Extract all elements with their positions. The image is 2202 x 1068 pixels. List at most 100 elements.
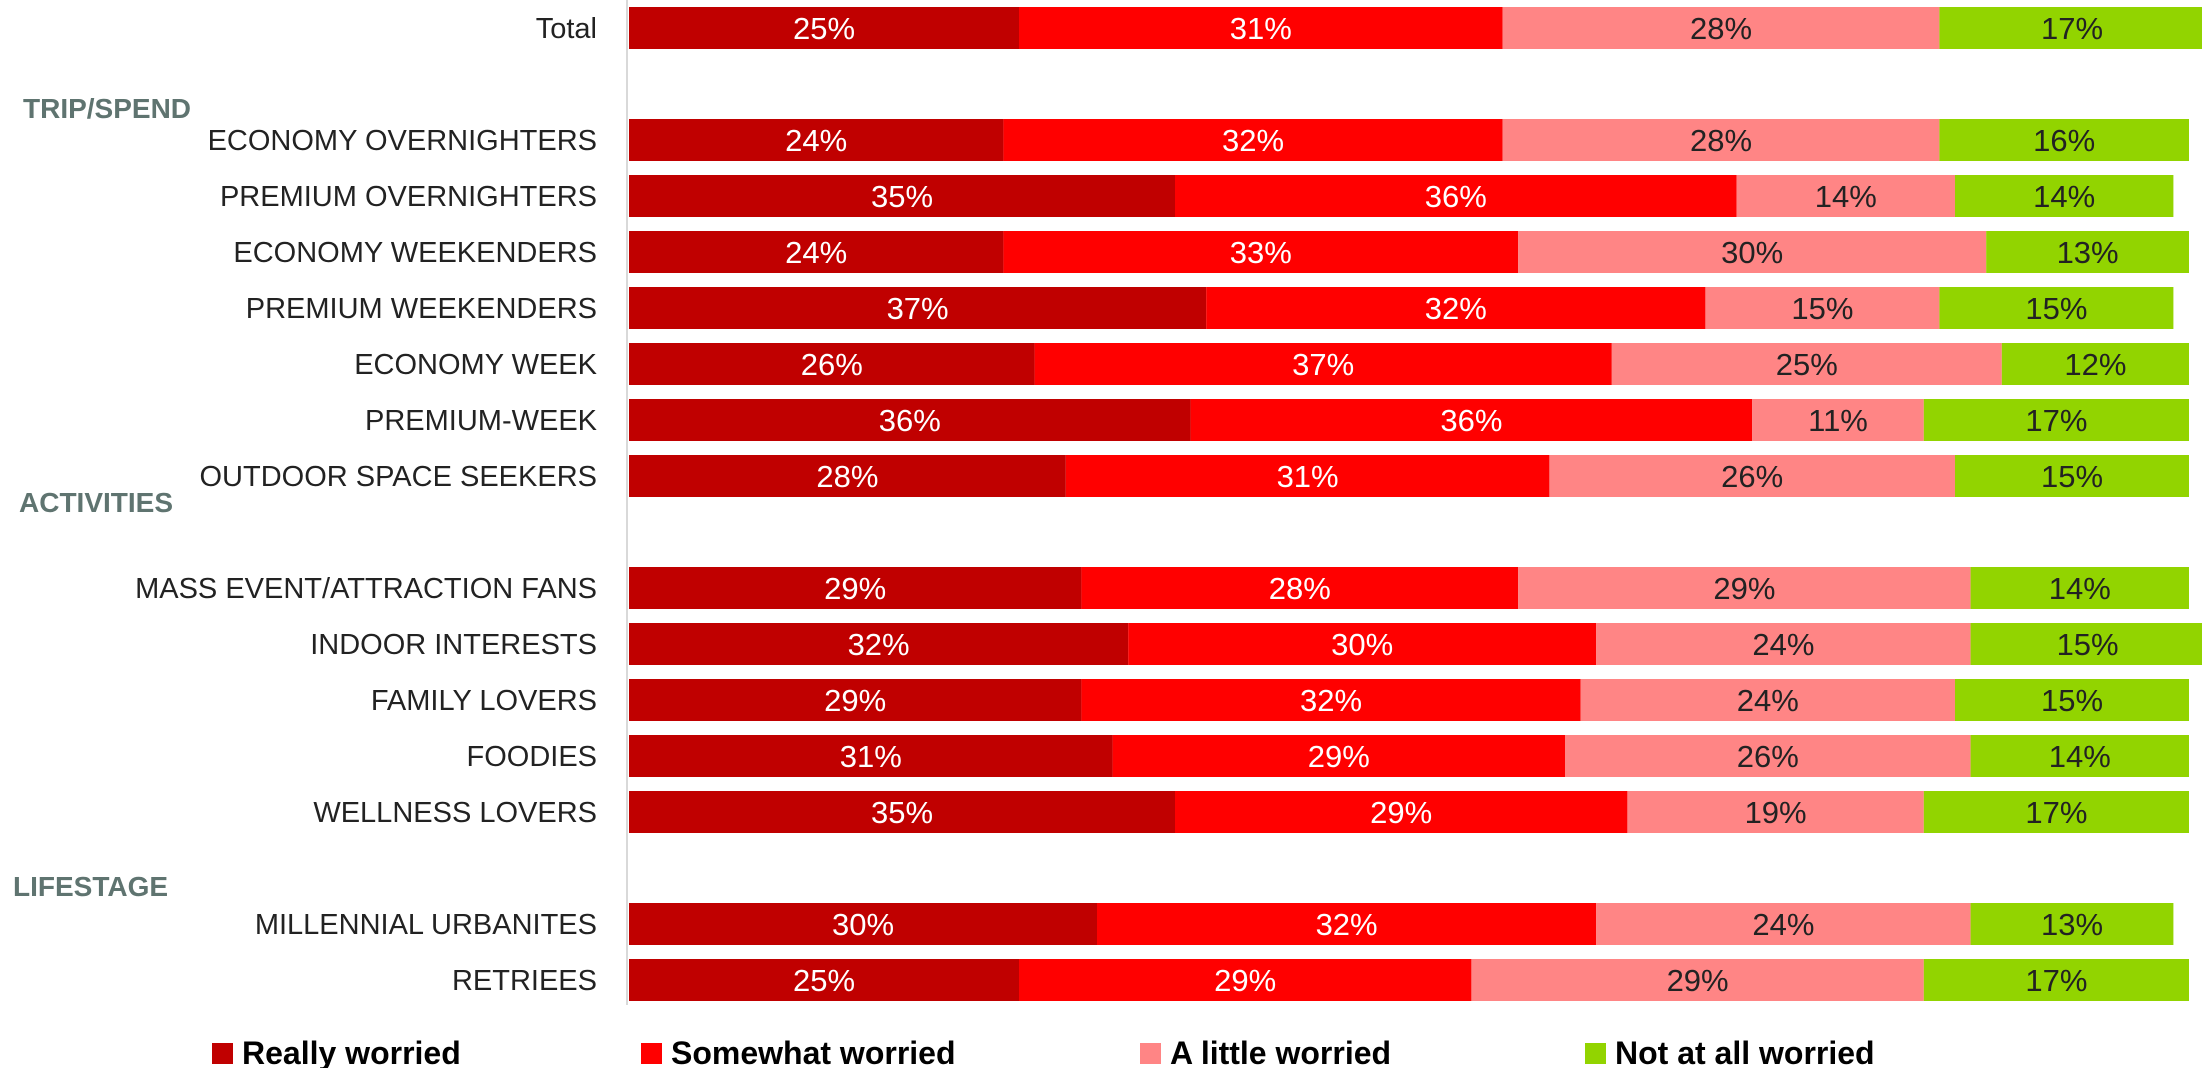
data-label: 30% — [1721, 235, 1783, 270]
data-label: 29% — [1370, 795, 1432, 830]
data-label: 29% — [1308, 739, 1370, 774]
data-label: 24% — [1752, 907, 1814, 942]
bar-segment-really-worried — [629, 959, 1019, 1001]
row-outdoor-space-seekers: OUTDOOR SPACE SEEKERS 28% 31% 26% 15% — [200, 455, 2189, 497]
legend-item-not-at-all-worried: Not at all worried — [1585, 1035, 1875, 1068]
data-label: 24% — [1737, 683, 1799, 718]
bar-segment-really-worried — [629, 679, 1082, 721]
data-label: 26% — [801, 347, 863, 382]
bar-segment-somewhat-worried — [1190, 399, 1753, 441]
row-family-lovers: FAMILY LOVERS 29% 32% 24% 15% — [371, 679, 2189, 721]
bar-segment-not-at-all-worried — [1970, 567, 2189, 609]
bar-segment-not-at-all-worried — [1955, 455, 2189, 497]
data-label: 15% — [2041, 459, 2103, 494]
data-label: 14% — [2049, 739, 2111, 774]
data-label: 29% — [1214, 963, 1276, 998]
row-label: PREMIUM-WEEK — [365, 405, 598, 437]
data-label: 33% — [1230, 235, 1292, 270]
data-label: 30% — [1331, 627, 1393, 662]
bar-segment-a-little-worried — [1627, 791, 1924, 833]
data-label: 13% — [2057, 235, 2119, 270]
data-label: 32% — [1300, 683, 1362, 718]
bar-segment-a-little-worried — [1736, 175, 1955, 217]
bar-segment-really-worried — [629, 231, 1004, 273]
data-label: 31% — [1277, 459, 1339, 494]
bar-segment-not-at-all-worried — [1970, 623, 2202, 665]
bar-segment-not-at-all-worried — [1970, 903, 2174, 945]
bar-segment-a-little-worried — [1596, 903, 1971, 945]
legend-label: Somewhat worried — [671, 1035, 956, 1068]
row-label: RETRIEES — [452, 965, 597, 997]
bar-segment-a-little-worried — [1565, 735, 1971, 777]
bar-segment-somewhat-worried — [1003, 231, 1519, 273]
row-label: ECONOMY WEEKENDERS — [233, 237, 597, 269]
data-label: 37% — [1292, 347, 1354, 382]
bar-segment-a-little-worried — [1611, 343, 2002, 385]
data-label: 28% — [816, 459, 878, 494]
bar-segment-really-worried — [629, 343, 1035, 385]
data-label: 29% — [824, 683, 886, 718]
bar-segment-somewhat-worried — [1206, 287, 1706, 329]
row-label: ECONOMY OVERNIGHTERS — [208, 125, 597, 157]
legend-label: A little worried — [1170, 1035, 1391, 1068]
row-label: INDOOR INTERESTS — [310, 629, 597, 661]
data-label: 32% — [1316, 907, 1378, 942]
row-label: FAMILY LOVERS — [371, 685, 597, 717]
row-label: MILLENNIAL URBANITES — [255, 909, 597, 941]
data-label: 28% — [1690, 11, 1752, 46]
data-label: 15% — [1791, 291, 1853, 326]
data-label: 24% — [785, 235, 847, 270]
data-label: 24% — [785, 123, 847, 158]
row-label: Total — [536, 13, 597, 45]
row-mass-event-attraction-fans: MASS EVENT/ATTRACTION FANS 29% 28% 29% 14% — [135, 567, 2189, 609]
data-label: 17% — [2025, 795, 2087, 830]
data-label: 37% — [887, 291, 949, 326]
row-premium-week: PREMIUM-WEEK 36% 36% 11% 17% — [365, 399, 2189, 441]
data-label: 25% — [1776, 347, 1838, 382]
row-label: FOODIES — [466, 741, 597, 773]
bar-segment-somewhat-worried — [1097, 903, 1597, 945]
data-label: 36% — [1440, 403, 1502, 438]
bar-segment-a-little-worried — [1471, 959, 1924, 1001]
bar-segment-not-at-all-worried — [1970, 735, 2189, 777]
data-label: 36% — [879, 403, 941, 438]
data-label: 36% — [1425, 179, 1487, 214]
data-label: 11% — [1808, 403, 1868, 438]
bar-segment-a-little-worried — [1752, 399, 1924, 441]
data-label: 32% — [848, 627, 910, 662]
bar-segment-not-at-all-worried — [1955, 679, 2189, 721]
bar-segment-not-at-all-worried — [2001, 343, 2189, 385]
data-label: 17% — [2041, 11, 2103, 46]
data-label: 13% — [2041, 907, 2103, 942]
bar-segment-somewhat-worried — [1175, 791, 1628, 833]
legend-item-a-little-worried: A little worried — [1140, 1035, 1391, 1068]
data-label: 12% — [2064, 347, 2126, 382]
row-label: WELLNESS LOVERS — [313, 797, 597, 829]
row-economy-weekenders: ECONOMY WEEKENDERS 24% 33% 30% 13% — [233, 231, 2189, 273]
bar-segment-somewhat-worried — [1081, 679, 1581, 721]
legend-item-really-worried: Really worried — [212, 1035, 461, 1068]
row-economy-overnighters: ECONOMY OVERNIGHTERS 24% 32% 28% 16% — [208, 119, 2189, 161]
bar-segment-not-at-all-worried — [1986, 231, 2189, 273]
bar-segment-a-little-worried — [1705, 287, 1940, 329]
bar-segment-really-worried — [629, 567, 1082, 609]
bar-segment-a-little-worried — [1549, 455, 1955, 497]
data-label: 15% — [2057, 627, 2119, 662]
data-label: 29% — [824, 571, 886, 606]
data-label: 16% — [2033, 123, 2095, 158]
row-millennial-urbanites: MILLENNIAL URBANITES 30% 32% 24% 13% — [255, 903, 2174, 945]
data-label: 14% — [1815, 179, 1877, 214]
bar-segment-not-at-all-worried — [1923, 791, 2189, 833]
legend-swatch — [1585, 1043, 1606, 1064]
bar-segment-somewhat-worried — [1112, 735, 1565, 777]
bar-segment-somewhat-worried — [1019, 959, 1472, 1001]
data-label: 25% — [793, 963, 855, 998]
bar-segment-somewhat-worried — [1175, 175, 1737, 217]
data-label: 17% — [2025, 403, 2087, 438]
bar-segment-a-little-worried — [1502, 7, 1940, 49]
legend-swatch — [1140, 1043, 1161, 1064]
data-label: 19% — [1745, 795, 1807, 830]
data-label: 14% — [2049, 571, 2111, 606]
bar-segment-not-at-all-worried — [1939, 119, 2189, 161]
